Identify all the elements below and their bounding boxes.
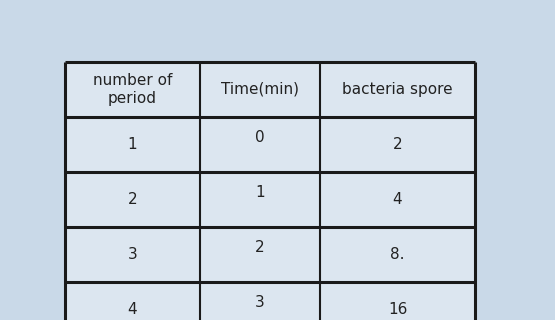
Text: 1: 1 bbox=[128, 137, 137, 152]
Bar bbox=[65, 282, 200, 320]
Bar bbox=[65, 172, 200, 227]
Bar bbox=[200, 117, 320, 172]
Bar bbox=[320, 62, 475, 117]
Bar bbox=[200, 227, 320, 282]
Text: 3: 3 bbox=[255, 295, 265, 310]
Text: 2: 2 bbox=[128, 192, 137, 207]
Text: 2: 2 bbox=[255, 240, 265, 255]
Bar bbox=[65, 62, 200, 117]
Bar bbox=[320, 282, 475, 320]
Text: 0: 0 bbox=[255, 131, 265, 145]
Text: 1: 1 bbox=[255, 185, 265, 200]
Bar bbox=[65, 227, 200, 282]
Text: 3: 3 bbox=[128, 247, 138, 262]
Text: 16: 16 bbox=[388, 302, 407, 317]
Text: number of
period: number of period bbox=[93, 73, 172, 106]
Text: 4: 4 bbox=[393, 192, 402, 207]
Bar bbox=[65, 117, 200, 172]
Text: Time(min): Time(min) bbox=[221, 82, 299, 97]
Bar bbox=[200, 62, 320, 117]
Text: 2: 2 bbox=[393, 137, 402, 152]
Text: 8.: 8. bbox=[390, 247, 405, 262]
Bar bbox=[200, 172, 320, 227]
Bar bbox=[320, 227, 475, 282]
Bar bbox=[320, 172, 475, 227]
Text: 4: 4 bbox=[128, 302, 137, 317]
Text: bacteria spore: bacteria spore bbox=[342, 82, 453, 97]
Bar bbox=[200, 282, 320, 320]
Bar bbox=[320, 117, 475, 172]
